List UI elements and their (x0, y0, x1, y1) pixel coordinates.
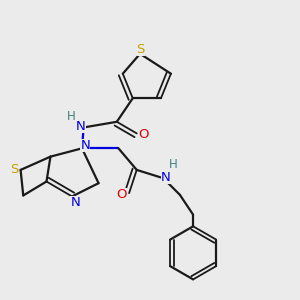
Text: S: S (10, 163, 18, 176)
Text: H: H (169, 158, 178, 171)
Text: N: N (76, 120, 86, 133)
Text: O: O (116, 188, 127, 201)
Text: N: N (161, 171, 171, 184)
Text: S: S (136, 43, 145, 56)
Text: N: N (80, 139, 90, 152)
Text: H: H (67, 110, 76, 123)
Text: O: O (138, 128, 148, 141)
Text: N: N (70, 196, 80, 209)
